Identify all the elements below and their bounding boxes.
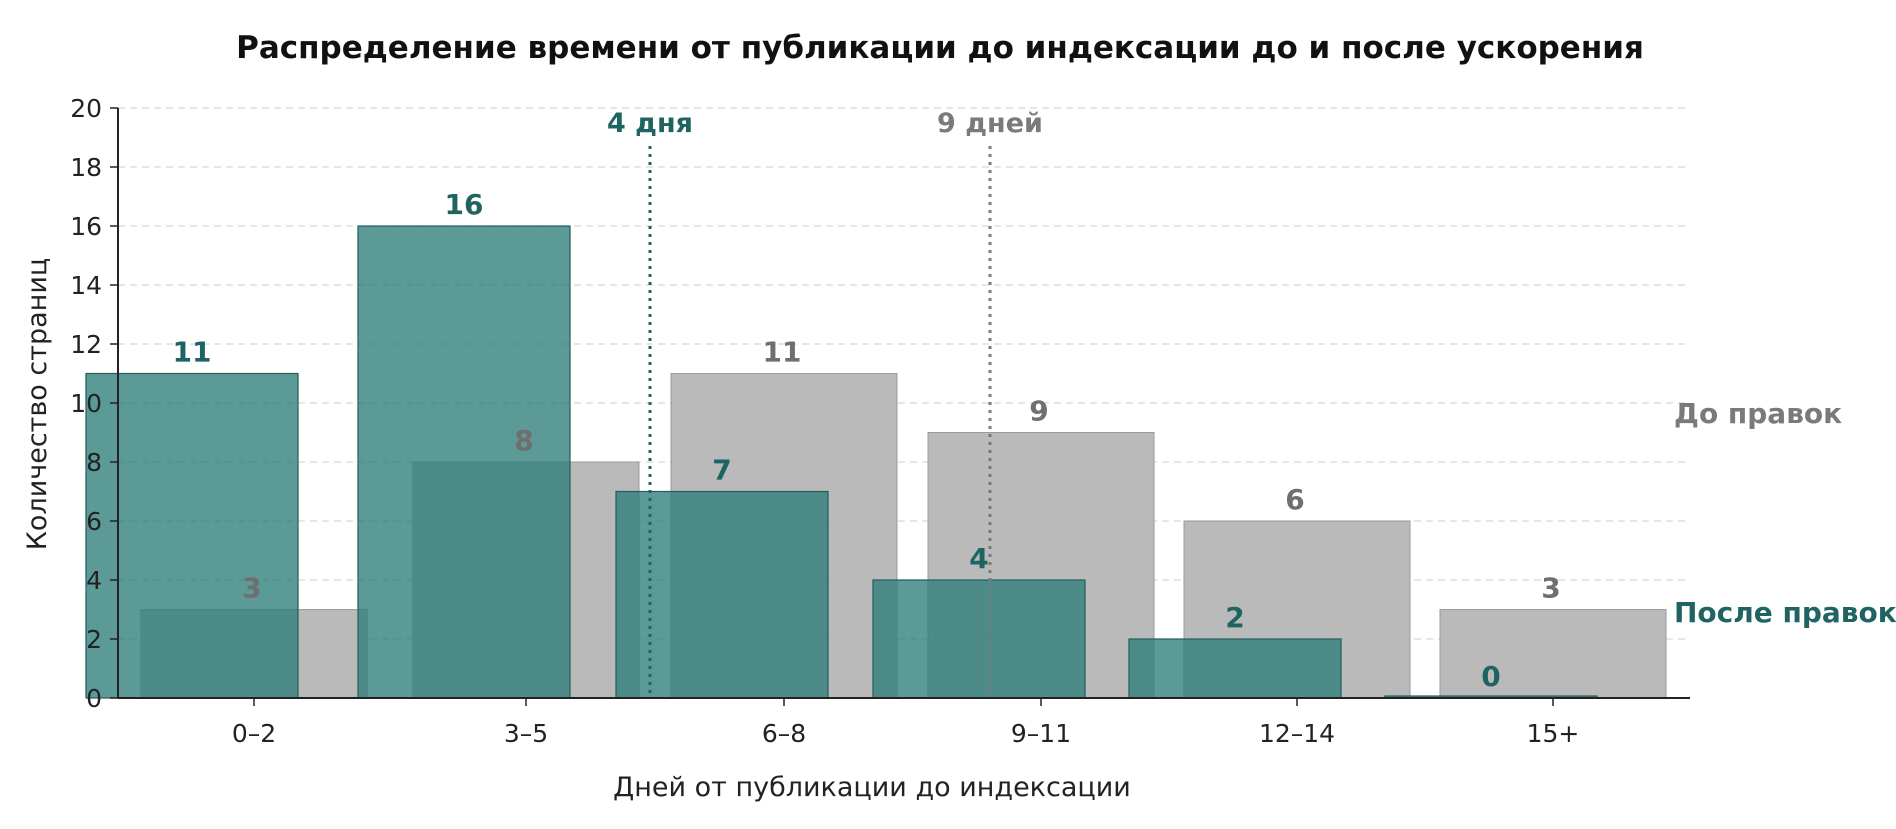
y-tick-label: 8 (86, 448, 102, 477)
reference-line-label: 9 дней (937, 108, 1043, 139)
bar-after (85, 372, 299, 699)
data-labels: 3 8 11 9 6 3 11 16 7 4 2 0 (173, 188, 1561, 693)
data-label-after: 4 (969, 542, 988, 575)
data-label-before: 11 (763, 336, 802, 369)
y-tick-label: 0 (86, 684, 102, 713)
bar-before (1439, 609, 1667, 699)
bar-after (615, 490, 829, 699)
x-tick-label: 0–2 (232, 719, 276, 748)
data-label-before: 3 (242, 572, 261, 605)
chart-title: Распределение времени от публикации до и… (236, 30, 1644, 66)
data-label-before: 8 (514, 424, 533, 457)
bar-after (872, 579, 1086, 699)
legend-after: После правок (1674, 596, 1896, 629)
data-label-before: 3 (1541, 572, 1560, 605)
y-tick-label: 4 (86, 566, 102, 595)
y-tick-label: 6 (86, 507, 102, 536)
data-label-after: 2 (1225, 601, 1244, 634)
y-tick-label: 18 (70, 153, 102, 182)
data-label-before: 9 (1029, 395, 1048, 428)
y-tick-label: 12 (70, 330, 102, 359)
data-label-after: 16 (445, 188, 484, 221)
x-tick-label: 3–5 (504, 719, 548, 748)
y-tick-label: 10 (70, 389, 102, 418)
data-label-after: 11 (173, 336, 212, 369)
y-tick-label: 2 (86, 625, 102, 654)
x-tick-label: 6–8 (762, 719, 806, 748)
x-tick-label: 12–14 (1259, 719, 1335, 748)
y-tick-label: 14 (70, 271, 102, 300)
reference-lines: 4 дня 9 дней (607, 108, 1043, 698)
legend-before: До правок (1674, 397, 1842, 430)
bar-after (1128, 638, 1342, 699)
y-tick-label: 20 (70, 94, 102, 123)
x-tick-label: 9–11 (1011, 719, 1071, 748)
x-axis-label: Дней от публикации до индексации (613, 772, 1131, 803)
y-axis-label: Количество страниц (22, 258, 53, 550)
bars-after (85, 225, 1598, 699)
bar-after (357, 225, 571, 699)
data-label-before: 6 (1285, 483, 1304, 516)
data-label-after: 7 (712, 454, 731, 487)
x-tick-label: 15+ (1527, 719, 1580, 748)
reference-line-label: 4 дня (607, 108, 693, 139)
grid (118, 107, 1690, 640)
data-label-after: 0 (1481, 660, 1500, 693)
y-tick-label: 16 (70, 212, 102, 241)
